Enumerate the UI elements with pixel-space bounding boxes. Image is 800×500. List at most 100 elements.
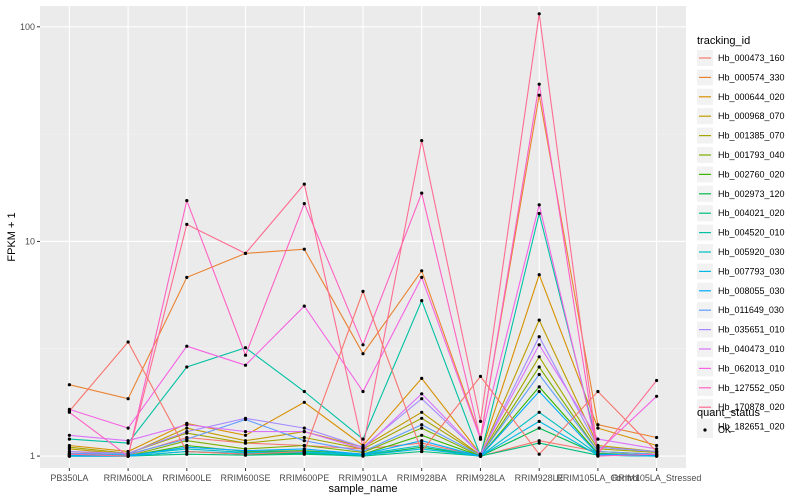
series-points <box>67 12 659 458</box>
legend-label: Hb_035651_010 <box>718 325 785 335</box>
data-point <box>537 385 541 389</box>
data-point <box>478 437 483 441</box>
y-tick-label: 10 <box>25 236 35 246</box>
data-point <box>302 435 306 440</box>
data-point <box>420 376 424 380</box>
data-point <box>537 343 541 347</box>
data-point <box>243 416 248 420</box>
x-axis-title: sample_name <box>328 483 397 495</box>
data-point <box>537 82 541 86</box>
data-point <box>185 426 189 430</box>
data-point <box>185 445 189 449</box>
legend-label: Hb_002973_120 <box>718 189 785 199</box>
data-point <box>537 452 541 456</box>
legend-title: tracking_id <box>697 35 750 47</box>
data-point <box>302 439 306 443</box>
data-point <box>361 452 365 456</box>
data-point <box>537 419 541 423</box>
data-point <box>185 199 189 203</box>
x-tick-label: RRIM928LE <box>515 473 564 483</box>
data-point <box>185 344 189 348</box>
data-point <box>302 430 306 434</box>
legend-label: Hb_127552_050 <box>718 383 785 393</box>
x-tick-label: RRIM105LA_Stressed <box>612 473 702 483</box>
data-point <box>596 423 600 427</box>
legend-label: Hb_008055_030 <box>718 286 785 296</box>
data-point <box>420 426 424 430</box>
data-point <box>420 392 424 396</box>
data-point <box>537 335 541 339</box>
x-tick-label: PB350LA <box>50 473 88 483</box>
data-point <box>243 439 248 443</box>
x-tick-label: RRIM600LA <box>104 473 153 483</box>
x-tick-label: RRIM105LA_Control <box>556 473 639 483</box>
data-point <box>243 430 248 434</box>
legend-label: Hb_000473_160 <box>718 53 785 63</box>
data-point <box>420 410 424 414</box>
data-point <box>420 433 424 437</box>
data-point <box>302 443 306 448</box>
data-point <box>243 346 248 350</box>
legend-label: Hb_062013_010 <box>718 363 785 373</box>
data-point <box>596 437 600 441</box>
data-point <box>185 365 189 369</box>
x-tick-label: RRIM901LA <box>338 473 387 483</box>
data-point <box>655 378 659 383</box>
x-tick-label: RRIM600PE <box>279 473 329 483</box>
x-axis: PB350LA RRIM600LA RRIM600LE RRIM600SE RRIM60… <box>50 468 701 483</box>
data-point <box>537 389 541 394</box>
data-point <box>537 93 541 97</box>
data-point <box>361 343 365 347</box>
data-point <box>243 363 248 367</box>
data-point <box>126 426 130 430</box>
data-point <box>596 449 600 454</box>
legend-label: Hb_011649_030 <box>718 305 784 315</box>
point-legend: OK <box>697 422 731 438</box>
data-point <box>185 449 189 454</box>
data-point <box>302 447 306 451</box>
data-point <box>243 251 248 255</box>
data-point <box>420 191 424 195</box>
data-point <box>537 372 541 377</box>
x-tick-label: RRIM928LA <box>456 473 505 483</box>
legend: Hb_000473_160 Hb_000574_330 Hb_000644_020 H… <box>697 50 785 435</box>
y-axis: 1 10 100 <box>20 22 40 461</box>
legend-label: Hb_000968_070 <box>718 111 785 121</box>
data-point <box>655 449 659 454</box>
legend-label: Hb_005920_030 <box>718 247 785 257</box>
data-point <box>655 447 659 451</box>
legend-label: Hb_000644_020 <box>718 92 785 102</box>
data-point <box>478 452 483 456</box>
data-point <box>67 452 71 456</box>
data-point <box>361 449 365 454</box>
data-point <box>655 435 659 440</box>
data-point <box>655 443 659 448</box>
legend-label: Hb_001793_040 <box>718 150 785 160</box>
data-point <box>126 441 130 445</box>
data-point <box>67 409 71 413</box>
data-point <box>420 416 424 420</box>
data-point <box>596 426 600 430</box>
data-point <box>67 383 71 387</box>
data-point <box>361 289 365 293</box>
data-point <box>302 182 306 186</box>
data-point <box>361 445 365 449</box>
data-point <box>478 374 483 378</box>
data-point <box>537 439 541 443</box>
point-legend-label: OK <box>718 425 731 435</box>
data-point <box>537 203 541 207</box>
data-point <box>302 247 306 251</box>
data-point <box>420 299 424 303</box>
y-tick-label: 1 <box>30 451 35 461</box>
x-tick-label: RRIM600SE <box>221 473 271 483</box>
data-point <box>126 454 130 458</box>
data-point <box>185 423 189 427</box>
data-point <box>478 419 483 423</box>
data-point <box>126 451 130 455</box>
data-point <box>420 139 424 143</box>
data-point <box>243 449 248 453</box>
data-point <box>67 433 71 437</box>
point-legend-title: quant_status <box>697 407 760 419</box>
